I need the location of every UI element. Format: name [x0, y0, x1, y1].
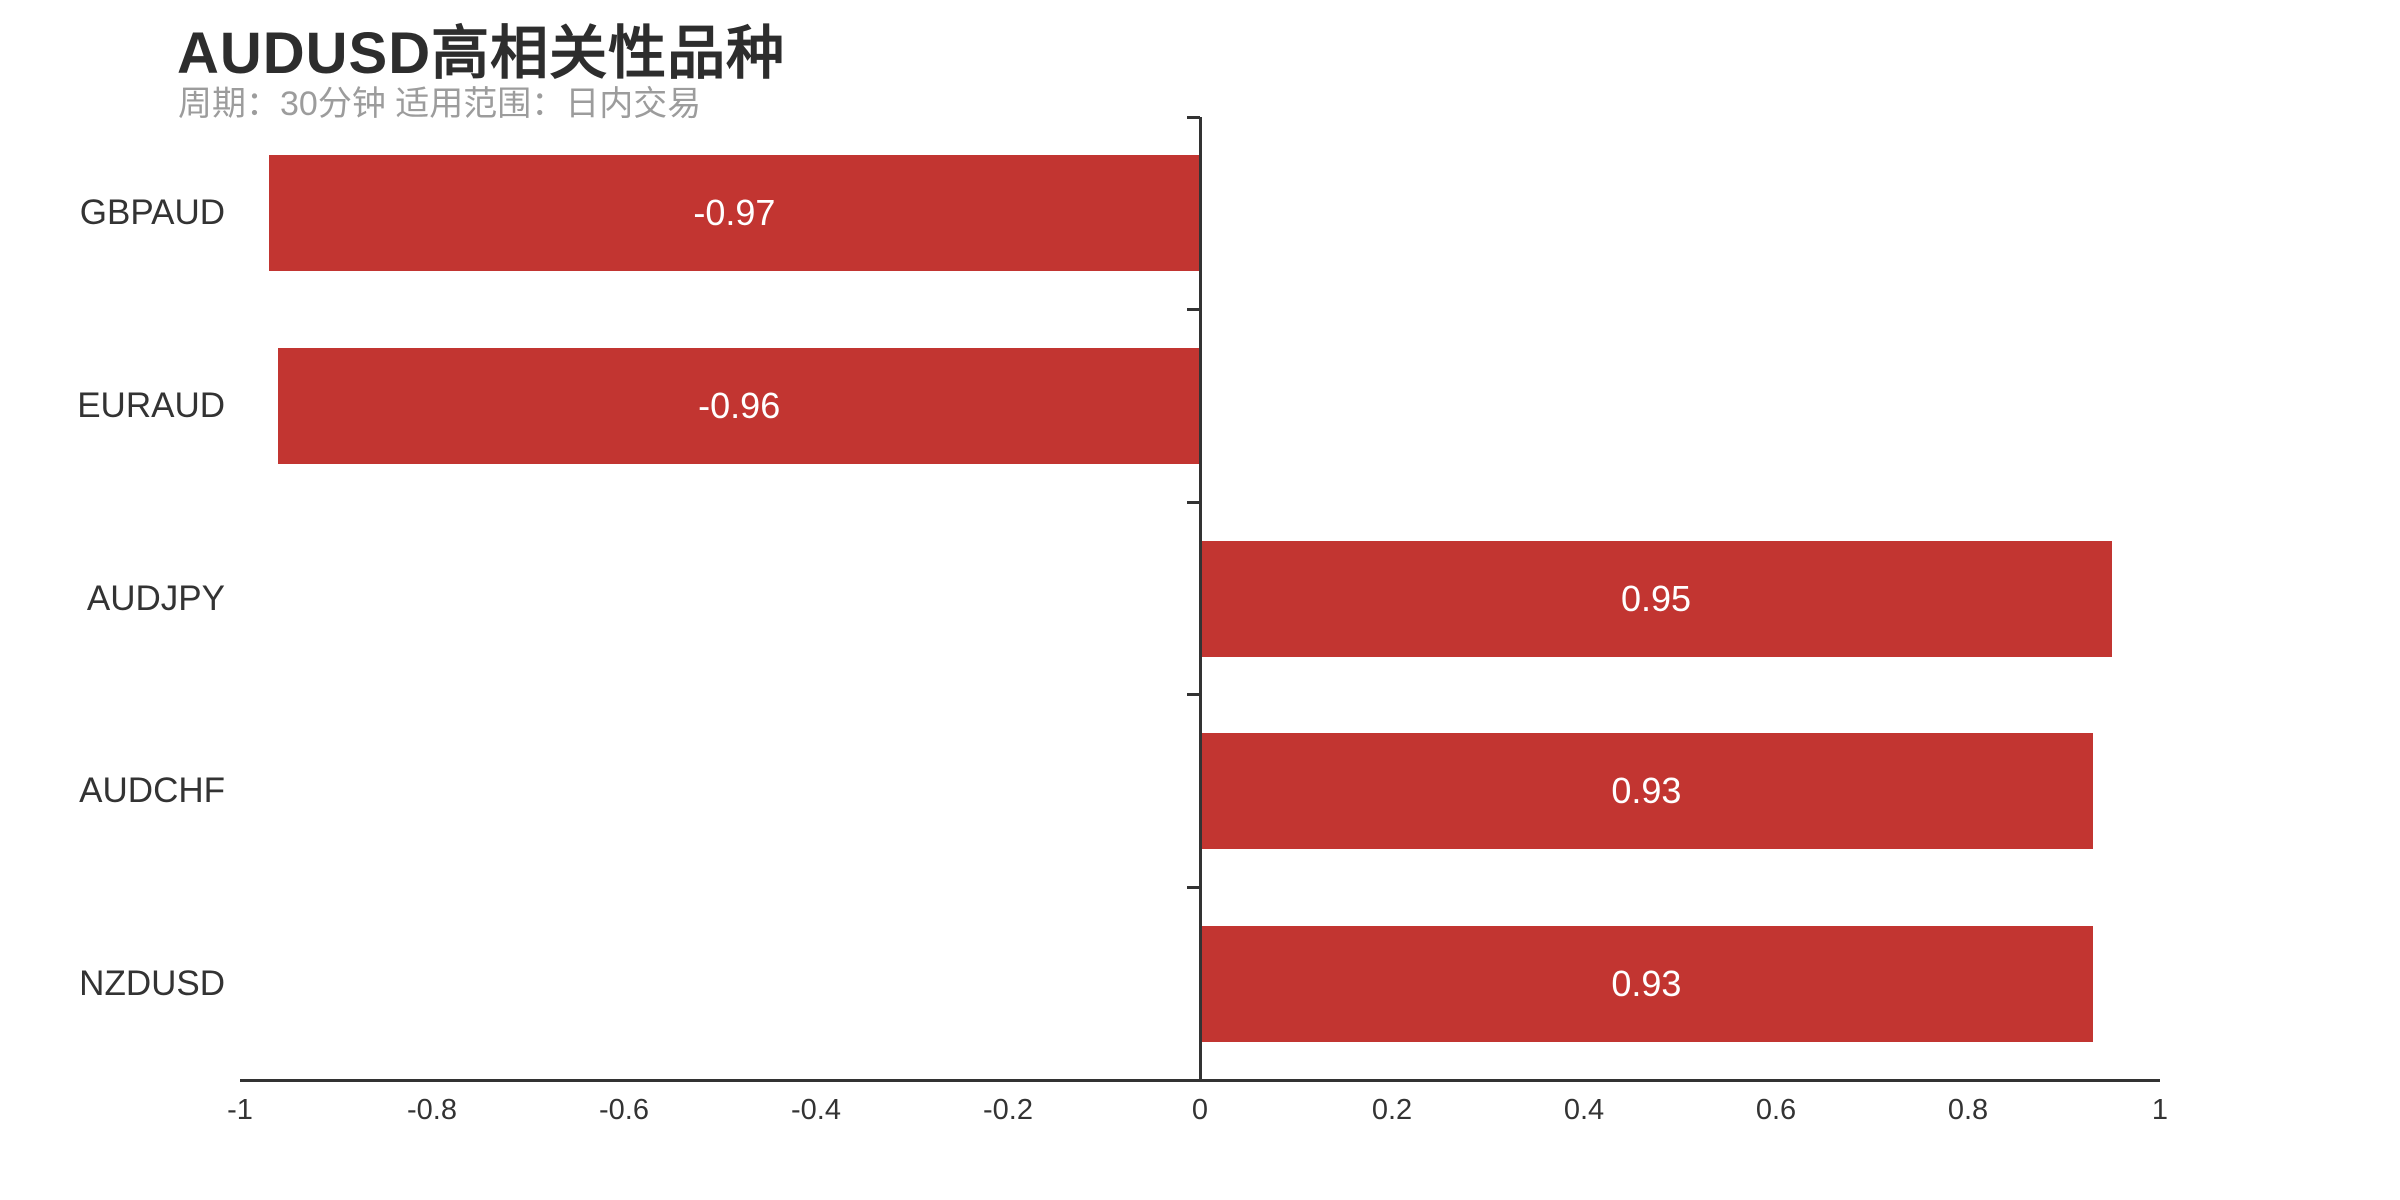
y-axis-tick: [1187, 500, 1200, 504]
category-label-audjpy: AUDJPY: [86, 578, 225, 618]
y-axis-tick: [1187, 693, 1200, 697]
bar-nzdusd[interactable]: 0.93: [1200, 925, 2093, 1042]
bar-value-label: -0.97: [693, 192, 776, 234]
category-label-gbpaud: GBPAUD: [79, 193, 225, 233]
x-axis-tick-label: -0.8: [407, 1094, 457, 1126]
bar-value-label: 0.93: [1611, 962, 1682, 1004]
bar-value-label: 0.93: [1611, 770, 1682, 812]
category-label-euraud: EURAUD: [77, 385, 225, 425]
x-axis-tick-label: -0.2: [983, 1094, 1033, 1126]
x-axis-tick-label: -0.6: [599, 1094, 649, 1126]
x-axis-tick-label: 0.8: [1947, 1094, 1989, 1126]
category-label-audchf: AUDCHF: [79, 771, 225, 811]
category-label-nzdusd: NZDUSD: [79, 963, 225, 1003]
x-axis-tick-label: 0.6: [1755, 1094, 1797, 1126]
y-axis-tick: [1187, 308, 1200, 312]
x-axis-tick-label: 0.2: [1371, 1094, 1413, 1126]
bar-audchf[interactable]: 0.93: [1200, 733, 2093, 850]
y-axis-tick: [1187, 885, 1200, 889]
x-axis-tick-label: 0: [1191, 1094, 1209, 1126]
x-axis-tick-label: 0.4: [1563, 1094, 1605, 1126]
y-axis-line: [1198, 117, 1202, 1080]
x-axis-tick-label: -1: [227, 1094, 253, 1126]
bar-gbpaud[interactable]: -0.97: [268, 155, 1200, 272]
y-axis-tick: [1187, 115, 1200, 119]
bar-value-label: -0.96: [698, 384, 781, 426]
x-axis-line: [240, 1078, 2160, 1082]
chart-title: AUDUSD高相关性品种: [177, 21, 786, 86]
chart-subtitle: 周期：30分钟 适用范围：日内交易: [178, 85, 702, 123]
bar-value-label: 0.95: [1620, 577, 1692, 619]
x-axis-tick-label: -0.4: [791, 1094, 841, 1126]
bar-audjpy[interactable]: 0.95: [1200, 540, 2112, 657]
x-axis-tick-label: 1: [2151, 1094, 2169, 1126]
bar-euraud[interactable]: -0.96: [278, 347, 1200, 464]
